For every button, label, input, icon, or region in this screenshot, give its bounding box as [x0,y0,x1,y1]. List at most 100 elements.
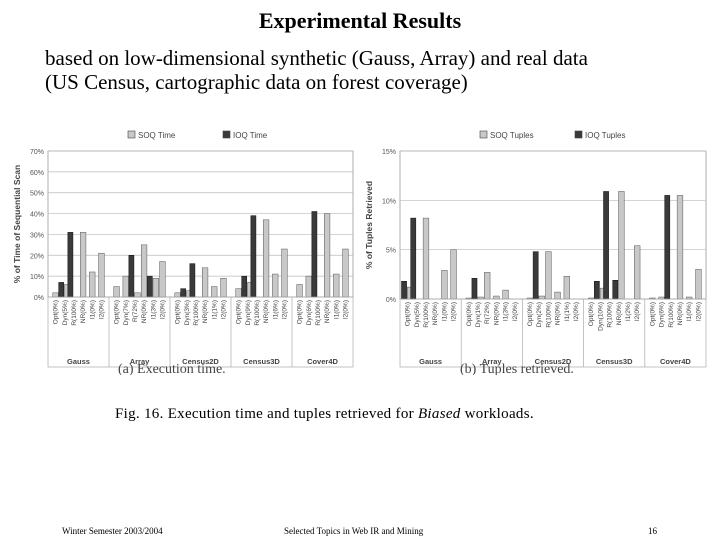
ioq-bar [67,232,74,298]
x-tick-label: NR(0%) [432,302,439,325]
x-tick-label: Opt(0%) [53,300,60,324]
x-tick-label: Dyn(3%) [184,300,191,325]
label-frame [399,298,707,368]
group-label: Array [130,357,150,366]
x-tick-label: Dyn(7%) [123,300,130,325]
x-tick-label: Opt(0%) [405,302,412,326]
soq-bar [502,289,509,300]
x-tick-label: I2(0%) [634,302,641,321]
x-tick-label: R(100%) [545,302,552,328]
x-tick-label: I1(3%) [150,300,157,319]
ioq-bar [603,191,609,300]
x-tick-label: I2(0%) [512,302,519,321]
x-tick-label: I1(0%) [441,302,448,321]
soq-bar [272,273,279,298]
ioq-bar [594,280,600,300]
x-tick-label: I1(0%) [89,300,96,319]
x-tick-label: R(100%) [193,300,200,326]
soq-bar [493,295,500,300]
soq-bar [484,272,491,300]
soq-bar [538,295,545,300]
x-tick-label: NR(0%) [263,300,270,323]
x-tick-label: Dyn(10%) [597,302,604,331]
ioq-bar [128,255,135,298]
x-tick-label: I2(0%) [451,302,458,321]
group-label: Gauss [419,357,442,366]
y-tick-label: 60% [30,170,44,177]
x-tick-label: I2(0%) [573,302,580,321]
y-tick-label: 50% [30,191,44,198]
soq-bar [676,195,684,300]
x-tick-label: Opt(0%) [114,300,121,324]
soq-bar [152,277,159,298]
soq-bar [422,217,430,300]
soq-bar [441,270,448,300]
x-tick-label: I1(3%) [503,302,510,321]
x-tick-label: Opt(0%) [527,302,534,326]
x-tick-label: Dyn(6%) [659,302,666,327]
soq-bar [201,267,209,298]
legend-label: SOQ Tuples [490,131,534,140]
x-tick-label: NR(0%) [324,300,331,323]
y-tick-label: 30% [30,232,44,239]
x-tick-label: Opt(0%) [466,302,473,326]
ioq-bar [664,195,671,300]
soq-bar [323,213,331,298]
subtitle-line-1: based on low-dimensional synthetic (Gaus… [45,46,588,70]
x-tick-label: NR(0%) [141,300,148,323]
ioq-bar [401,280,407,300]
group-label: Cover4D [307,357,338,366]
subtitle-line-2: (US Census, cartographic data on forest … [45,70,468,94]
x-tick-label: Opt(0%) [588,302,595,326]
ioq-bar [146,275,153,298]
soq-bar [554,291,561,300]
soq-bar [52,292,59,298]
group-label: Census3D [243,357,280,366]
x-tick-label: Opt(0%) [236,300,243,324]
soq-bar [98,252,105,298]
x-tick-label: I1(0%) [333,300,340,319]
x-tick-label: R(72%) [484,302,491,324]
legend-label: IOQ Tuples [585,131,625,140]
x-tick-label: Dyn(5%) [62,300,69,325]
ioq-bar [612,280,619,300]
soq-bar [634,245,641,300]
chart-caption: (a) Execution time. [118,362,226,375]
ioq-bar [471,278,478,300]
soq-bar [563,276,570,300]
x-tick-label: NR(0%) [555,302,562,325]
y-tick-label: 5% [386,248,396,255]
x-tick-label: R(100%) [668,302,675,328]
x-tick-label: Dyn(9%) [245,300,252,325]
ioq-bar [189,263,196,298]
soq-bar [545,251,552,300]
x-tick-label: NR(0%) [677,302,684,325]
x-tick-label: Dyn(1%) [475,302,482,327]
group-label: Array [482,357,502,366]
y-tick-label: 0% [386,297,396,304]
x-tick-label: I1(0%) [686,302,693,321]
slide-title: Experimental Results [258,8,462,33]
footer-page-number: 16 [648,526,657,536]
figure-caption-suffix: workloads. [460,406,534,422]
x-tick-label: R(100%) [315,300,322,326]
x-tick-label: R(72%) [132,300,139,322]
x-tick-label: Dyn(5%) [414,302,421,327]
ioq-bar [58,282,65,298]
soq-bar [122,275,129,298]
x-tick-label: R(100%) [423,302,430,328]
slide-subtitle: based on low-dimensional synthetic (Gaus… [45,46,705,94]
x-tick-label: Opt(0%) [297,300,304,324]
figure-caption: Fig. 16. Execution time and tuples retri… [115,406,534,423]
x-tick-label: I1(1%) [564,302,571,321]
soq-bar [342,248,349,298]
tuples-retrieved-chart: 0% 5% 10% 15% % of Tuples Retrieved SOQ Tuple… [364,130,707,375]
soq-bar [333,273,340,298]
soq-bar [262,219,270,298]
y-tick-label: 15% [382,149,396,156]
x-tick-label: I2(0%) [342,300,349,319]
y-tick-label: 40% [30,212,44,219]
y-axis-title: % of Time of Sequential Scan [12,165,22,283]
y-tick-label: 10% [382,198,396,205]
y-axis-title: % of Tuples Retrieved [364,181,374,269]
